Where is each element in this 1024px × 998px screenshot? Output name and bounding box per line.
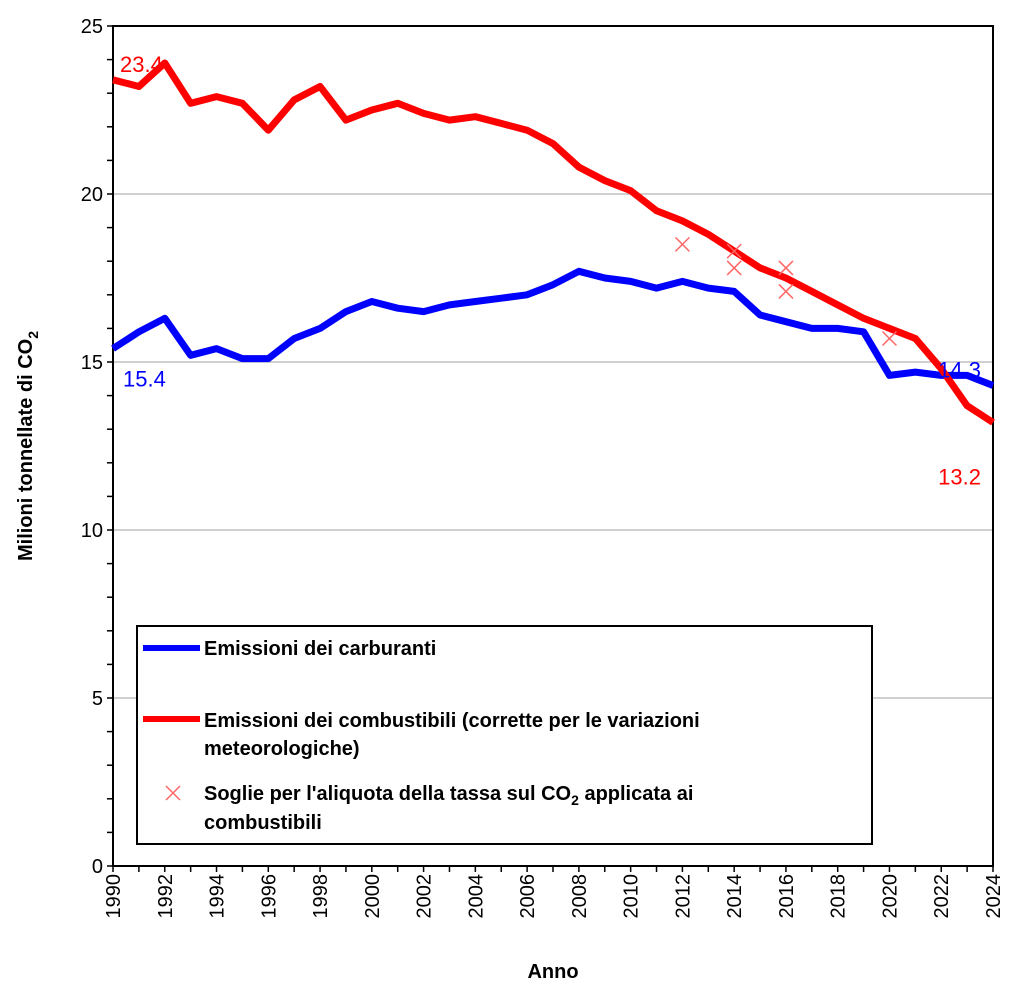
x-marker-1 [726,243,742,259]
x-tick-label-2012: 2012 [672,874,694,919]
marker-layer [674,236,898,347]
x-tick-label-2002: 2002 [414,874,436,919]
y-tick-label-0: 0 [92,856,103,878]
legend-label-soglie-line1: Soglie per l'aliquota della tassa sul CO… [204,783,693,808]
x-marker-stroke-b [778,260,794,276]
y-tick-label-25: 25 [81,16,103,38]
legend-soglie-post: applicata ai [579,783,694,805]
data-label-3: 13.2 [938,464,981,489]
x-tick-label-2008: 2008 [569,874,591,919]
legend-label-soglie-line2: combustibili [204,812,322,834]
x-marker-stroke-b [726,243,742,259]
y-axis: 0 5 10 15 20 25 [81,16,113,878]
legend-box [136,625,873,845]
x-tick-label-2022: 2022 [931,874,953,919]
x-tick-label-2004: 2004 [465,874,487,919]
data-label-1: 15.4 [123,367,166,392]
x-tick-label-1994: 1994 [207,874,229,919]
data-label-0: 23.4 [120,52,163,77]
x-marker-2 [726,260,742,276]
x-tick-label-2018: 2018 [828,874,850,919]
y-tick-label-15: 15 [81,352,103,374]
y-axis-title: Milioni tonnellate di CO2 [15,331,41,561]
legend-soglie-pre: Soglie per l'aliquota della tassa sul CO [204,783,571,805]
x-marker-3 [778,260,794,276]
x-marker-stroke-b [726,260,742,276]
x-tick-label-2000: 2000 [362,874,384,919]
data-label-2: 14.3 [938,358,981,383]
x-marker-4 [778,283,794,299]
x-tick-label-2016: 2016 [776,874,798,919]
series-layer [111,59,995,426]
x-tick-label-1996: 1996 [258,874,280,919]
y-tick-label-10: 10 [81,520,103,542]
legend-label-combustibili-line1: Emissioni dei combustibili (corrette per… [204,710,700,732]
x-tick-label-2024: 2024 [983,874,1005,919]
x-tick-label-1990: 1990 [103,874,125,919]
x-tick-label-2010: 2010 [621,874,643,919]
legend-label-carburanti: Emissioni dei carburanti [204,638,436,660]
y-axis-title-subscript: 2 [25,331,41,339]
x-marker-stroke-b [881,330,898,347]
y-tick-label-20: 20 [81,184,103,206]
x-axis: 1990 1992 1994 1996 1998 2000 2002 2004 2006 2008… [103,866,1005,919]
x-tick-label-2006: 2006 [517,874,539,919]
x-axis-title: Anno [527,961,578,983]
legend-swatch-soglie-x-marker [165,785,181,801]
legend-soglie-subscript: 2 [571,792,579,808]
x-tick-label-1998: 1998 [310,874,332,919]
series-line-0 [111,267,995,389]
x-marker-stroke-b [778,283,794,299]
y-tick-label-5: 5 [92,688,103,710]
legend: Emissioni dei carburanti Emissioni dei c… [136,625,873,845]
x-tick-label-1992: 1992 [155,874,177,919]
y-axis-title-main: Milioni tonnellate di CO [15,339,37,561]
x-marker-5 [881,330,898,347]
grid-lines [113,193,993,699]
x-tick-label-2020: 2020 [879,874,901,919]
legend-label-combustibili-line2: meteorologiche) [204,738,360,760]
x-marker-0 [674,236,690,252]
x-marker-stroke-b [674,236,690,252]
series-line-1 [112,59,995,426]
x-tick-label-2014: 2014 [724,874,746,919]
annotations: 23.4 15.4 14.3 13.2 [120,52,981,490]
